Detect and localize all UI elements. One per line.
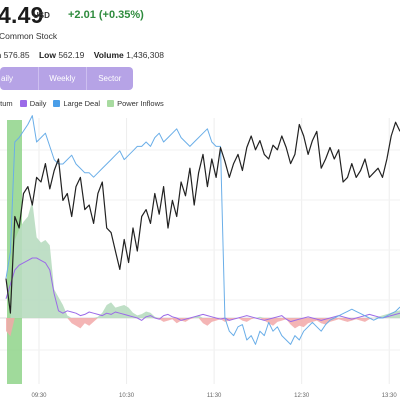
legend-label-power-inflows: Power Inflows (117, 99, 164, 108)
x-tick-label: 13:30 (382, 393, 398, 399)
low-label: Low (38, 50, 56, 60)
x-tick-label: 11:30 (207, 393, 222, 399)
legend-item-large-deal[interactable]: Large Deal (53, 99, 100, 108)
price-change: +2.01 (+0.35%) (68, 9, 144, 21)
legend-swatch-large-deal (53, 100, 61, 107)
high-label: h (0, 50, 1, 60)
legend-item-momentum[interactable]: ntum (0, 99, 13, 108)
price-series-line (5, 121, 400, 314)
tab-daily[interactable]: aily (0, 67, 40, 90)
legend-item-daily[interactable]: Daily (19, 99, 47, 108)
currency-label: USD (33, 11, 50, 20)
volume-label: Volume (93, 50, 124, 60)
x-tick-label: 12:30 (294, 393, 310, 399)
high-value: 576.85 (3, 50, 30, 60)
tab-weekly[interactable]: Weekly (39, 67, 87, 90)
x-tick-label: 09:30 (31, 393, 47, 399)
chart-marks (5, 115, 400, 384)
power-inflows-positive-area (6, 201, 400, 318)
stock-price: 4.49 (0, 2, 44, 28)
x-tick-label: 10:30 (119, 393, 135, 399)
tab-sector[interactable]: Sector (98, 74, 122, 83)
large-deal-series-line (5, 115, 400, 345)
legend-label-momentum: ntum (0, 99, 13, 108)
low-stat: Low 562.19 (39, 50, 87, 60)
quote-stats: h 576.85 Low 562.19 Volume 1,436,308 (0, 50, 171, 60)
low-value: 562.19 (58, 50, 85, 60)
volume-value: 1,436,308 (126, 50, 164, 60)
legend-swatch-daily (19, 100, 27, 107)
period-tabs: aily Weekly Sector (0, 67, 133, 90)
chart-ticks: 09:30 10:30 11:30 12:30 13:30 (31, 393, 397, 399)
daily-series-line (5, 257, 400, 323)
legend-label-large-deal: Large Deal (63, 99, 101, 108)
legend-item-power-inflows[interactable]: Power Inflows (107, 99, 164, 108)
power-inflows-negative-area (6, 318, 400, 337)
volume-stat: Volume 1,436,308 (94, 50, 164, 60)
legend-label-daily: Daily (29, 99, 47, 108)
chart-legend: ntum Daily Large Deal Power Inflows (0, 99, 171, 108)
legend-swatch-power-inflows (107, 100, 115, 107)
high-stat: h 576.85 (0, 50, 32, 60)
stock-name: Common Stock (0, 31, 58, 41)
